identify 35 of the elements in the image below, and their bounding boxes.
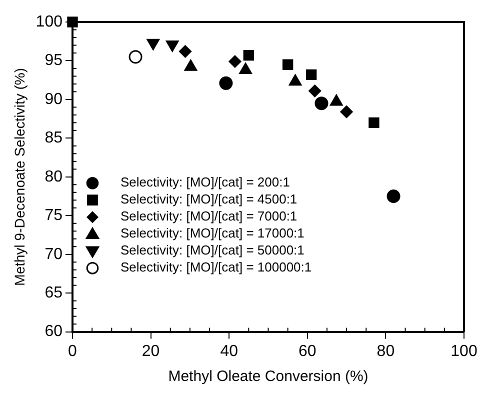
x-axis-title: Methyl Oleate Conversion (%) bbox=[168, 368, 368, 386]
y-tick-label: 80 bbox=[44, 168, 63, 186]
point bbox=[282, 59, 294, 70]
point bbox=[243, 50, 254, 61]
point bbox=[306, 69, 317, 80]
legend-label: Selectivity: [MO]/[cat] = 50000:1 bbox=[120, 242, 304, 258]
point bbox=[228, 55, 242, 68]
y-tick-label: 85 bbox=[44, 130, 63, 147]
point bbox=[219, 76, 233, 90]
y-tick-label: 95 bbox=[44, 52, 63, 70]
x-tick-label: 60 bbox=[298, 342, 316, 360]
y-tick-label: 90 bbox=[44, 90, 63, 108]
y-axis-title: Methyl 9-Decenoate Selectivity (%) bbox=[11, 68, 28, 286]
legend-label: Selectivity: [MO]/[cat] = 100000:1 bbox=[120, 260, 312, 275]
y-tick-label: 65 bbox=[44, 284, 63, 302]
legend-label: Selectivity: [MO]/[cat] = 17000:1 bbox=[120, 226, 304, 241]
legend-label: Selectivity: [MO]/[cat] = 200:1 bbox=[120, 174, 290, 190]
x-tick-label: 100 bbox=[450, 342, 478, 360]
point bbox=[340, 106, 353, 118]
legend-label: Selectivity: [MO]/[cat] = 4500:1 bbox=[120, 192, 298, 207]
y-tick-label: 70 bbox=[44, 246, 63, 263]
y-tick-label: 60 bbox=[44, 323, 63, 340]
x-tick-label: 40 bbox=[220, 342, 238, 360]
x-tick-label: 20 bbox=[142, 342, 160, 360]
y-tick-label: 75 bbox=[44, 207, 63, 224]
point bbox=[368, 117, 380, 128]
point bbox=[308, 84, 322, 98]
point bbox=[314, 96, 328, 110]
x-tick-label: 0 bbox=[68, 342, 78, 360]
legend-label: Selectivity: [MO]/[cat] = 7000:1 bbox=[120, 208, 298, 224]
point bbox=[179, 45, 192, 58]
point bbox=[386, 190, 400, 204]
x-tick-label: 80 bbox=[376, 342, 395, 360]
y-tick-label: 100 bbox=[36, 13, 63, 30]
point bbox=[128, 50, 142, 64]
